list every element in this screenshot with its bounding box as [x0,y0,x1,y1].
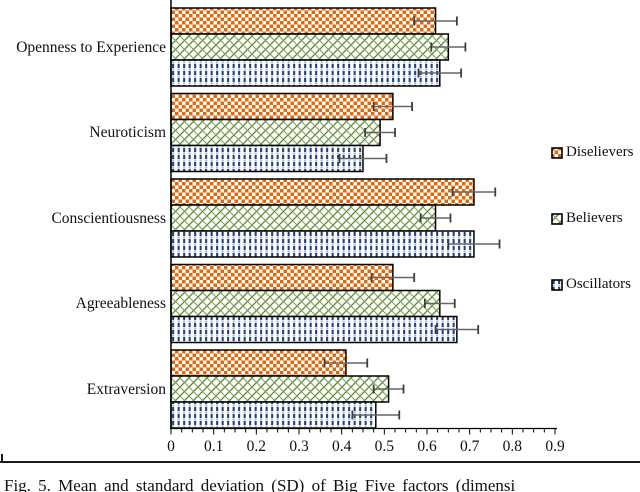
bar [170,118,381,147]
legend-item-believers: Believers [551,210,623,227]
figure-caption: Fig. 5. Mean and standard deviation (SD)… [4,476,516,492]
category-label: Openness to Experience [16,38,166,56]
x-tick-label: 0.3 [289,438,309,455]
legend-label: Believers [566,210,623,226]
bar [170,33,450,61]
x-tick-label: 0.2 [246,438,267,455]
bar [170,144,364,173]
legend-label: Diselievers [566,144,634,160]
caption-separator-stub [1,454,3,463]
bar [170,289,441,318]
x-tick-label: 0.9 [545,438,565,455]
legend-item-diselievers: Diselievers [551,144,633,161]
x-tick-label: 0 [167,438,175,455]
category-label: Agreeableness [75,295,166,312]
legend-swatch-icon [551,146,563,159]
bar [170,315,458,344]
bar [170,349,347,377]
x-tick-label: 0.8 [502,438,523,455]
legend-swatch-icon [551,278,563,291]
bar [170,204,437,232]
x-tick-label: 0.6 [417,438,437,455]
legend-item-oscillators: Oscillators [551,276,631,293]
bar [170,59,441,87]
caption-separator-line [0,461,640,463]
x-tick-label: 0.7 [459,438,480,455]
category-label: Extraversion [86,380,166,398]
x-tick-label: 0.4 [331,438,352,455]
bar [170,178,475,206]
bar [170,230,475,258]
legend-swatch-icon [551,212,563,225]
category-label: Conscientiousness [51,209,166,227]
bar [170,7,437,35]
chart-content [170,0,557,435]
legend-label: Oscillators [566,276,631,292]
bar-chart-plot [170,0,557,435]
category-label: Neuroticism [89,124,166,141]
bar [170,92,394,121]
x-tick-label: 0.1 [203,438,224,455]
bar [170,401,377,429]
x-tick-label: 0.5 [374,438,395,455]
bar [170,263,394,292]
bar [170,375,390,403]
